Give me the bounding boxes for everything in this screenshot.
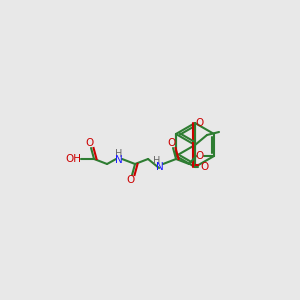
Text: H: H <box>153 156 161 166</box>
Text: N: N <box>115 155 123 165</box>
Text: N: N <box>156 162 164 172</box>
Text: O: O <box>200 162 208 172</box>
Text: H: H <box>116 149 123 159</box>
Text: O: O <box>196 118 204 128</box>
Text: O: O <box>195 151 203 161</box>
Text: O: O <box>85 138 93 148</box>
Text: O: O <box>126 175 134 185</box>
Text: OH: OH <box>65 154 81 164</box>
Text: O: O <box>167 138 175 148</box>
